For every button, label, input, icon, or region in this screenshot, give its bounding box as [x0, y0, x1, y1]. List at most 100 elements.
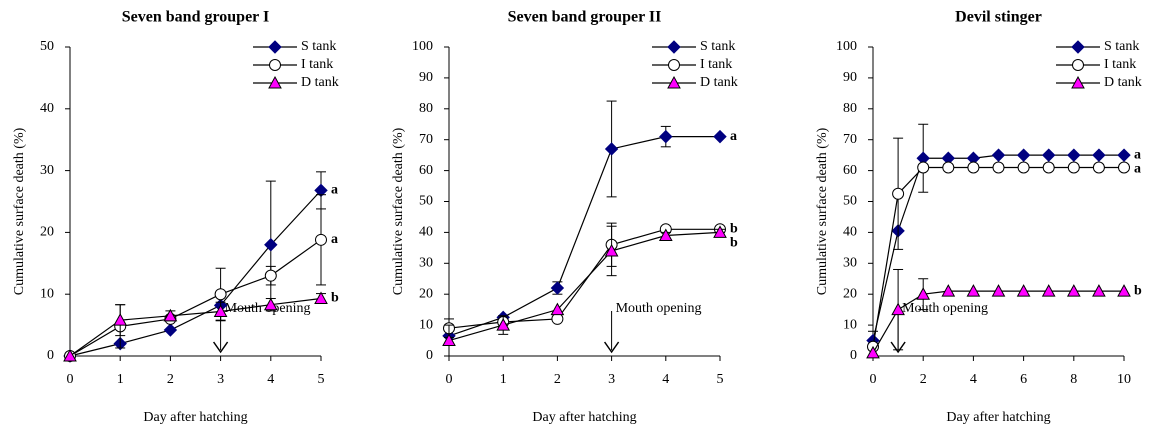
marker: [604, 142, 619, 156]
marker: [713, 225, 727, 238]
x-axis-label: Day after hatching: [532, 410, 636, 425]
y-tick-label: 60: [843, 163, 857, 178]
legend-label: I tank: [1104, 57, 1136, 72]
legend-marker: [1071, 75, 1085, 89]
marker: [1117, 148, 1131, 162]
marker: [550, 302, 565, 316]
x-tick-label: 1: [500, 372, 507, 387]
annotation-arrowhead: [212, 341, 229, 354]
legend-marker: [667, 75, 681, 89]
x-tick-label: 6: [1020, 372, 1027, 387]
annotation-text: Mouth opening: [616, 301, 702, 316]
y-axis-label: Cumulative surface death (%): [12, 127, 27, 295]
marker: [658, 228, 673, 241]
y-tick-label: 60: [419, 163, 433, 178]
x-tick-label: 8: [1070, 372, 1077, 387]
series-line: [448, 231, 721, 342]
y-tick-label: 20: [40, 225, 54, 240]
marker: [991, 284, 1006, 297]
marker: [1042, 161, 1055, 174]
marker: [263, 297, 278, 311]
x-tick-label: 4: [662, 372, 669, 387]
x-tick-label: 5: [318, 372, 325, 387]
legend-label: D tank: [301, 75, 339, 90]
marker: [163, 308, 178, 322]
significance-letter: a: [331, 183, 338, 198]
y-tick-label: 30: [40, 163, 54, 178]
significance-letter: b: [1134, 283, 1142, 298]
marker: [942, 161, 955, 174]
legend-marker: [268, 40, 282, 54]
marker: [1017, 161, 1030, 174]
marker: [1016, 284, 1031, 297]
annotation-text: Mouth opening: [902, 301, 988, 316]
marker: [1041, 148, 1056, 162]
marker: [496, 318, 511, 331]
legend-marker: [1071, 40, 1085, 54]
marker: [1041, 284, 1056, 297]
series-line: [69, 189, 322, 357]
marker: [314, 291, 328, 305]
series-line: [448, 136, 720, 337]
x-tick-label: 0: [446, 372, 453, 387]
marker: [1092, 284, 1106, 297]
y-tick-label: 20: [419, 286, 433, 301]
marker: [966, 284, 981, 297]
y-tick-label: 10: [40, 286, 54, 301]
series-line: [69, 297, 322, 357]
significance-letter: a: [1134, 147, 1141, 162]
marker: [917, 161, 930, 174]
marker: [213, 304, 228, 318]
y-tick-label: 0: [850, 348, 857, 363]
y-tick-label: 90: [419, 70, 433, 85]
marker: [892, 187, 905, 200]
x-tick-label: 2: [920, 372, 927, 387]
marker: [214, 288, 227, 301]
y-axis-label: Cumulative surface death (%): [391, 127, 406, 295]
x-tick-label: 3: [217, 372, 224, 387]
y-tick-label: 70: [843, 132, 857, 147]
marker: [866, 345, 880, 359]
y-tick-label: 50: [40, 39, 54, 54]
x-tick-label: 4: [970, 372, 977, 387]
marker: [992, 161, 1005, 174]
significance-letter: a: [1134, 161, 1141, 176]
marker: [550, 281, 565, 295]
y-tick-label: 30: [419, 256, 433, 271]
marker: [604, 243, 619, 257]
y-tick-label: 0: [47, 348, 54, 363]
series-line: [448, 228, 720, 329]
legend-label: I tank: [700, 57, 732, 72]
significance-letter: a: [730, 129, 737, 144]
x-tick-label: 0: [67, 372, 74, 387]
legend-marker: [668, 59, 680, 71]
y-axis-label: Cumulative surface death (%): [815, 127, 830, 295]
x-tick-label: 5: [717, 372, 724, 387]
chart-title: Devil stinger: [955, 9, 1042, 26]
marker: [991, 148, 1006, 162]
y-tick-label: 40: [40, 101, 54, 116]
legend-marker: [1072, 59, 1084, 71]
legend-marker: [667, 40, 681, 54]
chart-title: Seven band grouper I: [122, 9, 269, 26]
marker: [659, 129, 673, 144]
y-tick-label: 10: [843, 317, 857, 332]
x-tick-label: 0: [870, 372, 877, 387]
x-tick-label: 2: [554, 372, 561, 387]
y-tick-label: 0: [426, 348, 433, 363]
chart-title: Seven band grouper II: [508, 9, 662, 26]
marker: [891, 302, 905, 316]
significance-letter: b: [730, 236, 738, 251]
marker: [315, 233, 327, 246]
legend-label: I tank: [301, 57, 333, 72]
y-tick-label: 100: [836, 39, 857, 54]
y-tick-label: 80: [419, 101, 433, 116]
marker: [916, 287, 931, 300]
marker: [941, 284, 956, 297]
y-tick-label: 20: [843, 286, 857, 301]
significance-letter: b: [331, 291, 339, 306]
legend-label: S tank: [700, 39, 735, 54]
marker: [1118, 161, 1130, 174]
marker: [113, 313, 128, 326]
